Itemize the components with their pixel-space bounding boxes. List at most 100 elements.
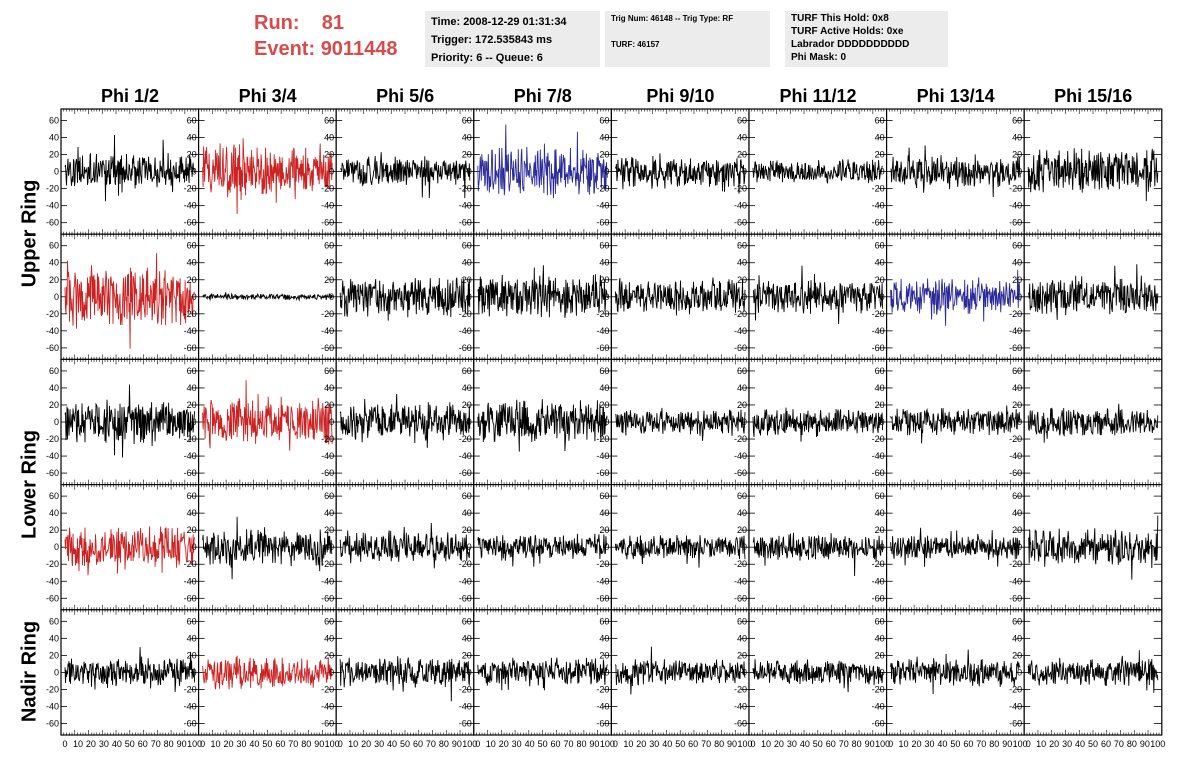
y-tick-label: -60 bbox=[459, 468, 472, 478]
y-tick-label: 0 bbox=[54, 292, 59, 302]
y-tick-label: -20 bbox=[596, 184, 609, 194]
column-header: Phi 13/14 bbox=[916, 86, 995, 106]
y-tick-label: 60 bbox=[462, 491, 472, 501]
y-tick-label: -60 bbox=[46, 218, 59, 228]
y-tick-label: 20 bbox=[737, 525, 747, 535]
waveform-trace bbox=[614, 277, 746, 316]
x-tick-label: 50 bbox=[400, 739, 410, 749]
x-tick-label: 90 bbox=[865, 739, 875, 749]
x-tick-label: 0 bbox=[200, 739, 205, 749]
waveform-panel: -60 -40 -20 0 20 40 60 bbox=[321, 233, 475, 360]
y-tick-label: -40 bbox=[459, 201, 472, 211]
x-tick-label: 10 bbox=[73, 739, 83, 749]
x-tick-label: 20 bbox=[224, 739, 234, 749]
waveform-trace bbox=[477, 265, 608, 318]
y-tick-label: 40 bbox=[187, 508, 197, 518]
waveform-trace bbox=[64, 134, 196, 202]
x-tick-label: 30 bbox=[374, 739, 384, 749]
y-tick-label: -40 bbox=[872, 326, 885, 336]
y-tick-label: 20 bbox=[462, 150, 472, 160]
y-tick-label: 60 bbox=[187, 116, 197, 126]
y-tick-label: 0 bbox=[329, 292, 334, 302]
waveform-trace bbox=[339, 393, 471, 448]
column-header: Phi 3/4 bbox=[238, 86, 297, 106]
y-tick-label: 60 bbox=[1012, 366, 1022, 376]
y-tick-label: 60 bbox=[462, 366, 472, 376]
y-tick-label: -20 bbox=[734, 434, 747, 444]
y-tick-label: 20 bbox=[875, 650, 885, 660]
y-tick-label: 0 bbox=[1017, 167, 1022, 177]
y-tick-label: 0 bbox=[880, 542, 885, 552]
y-tick-label: -40 bbox=[459, 451, 472, 461]
y-tick-label: 40 bbox=[462, 508, 472, 518]
waveform-trace bbox=[1027, 515, 1159, 580]
x-tick-label: 90 bbox=[727, 739, 737, 749]
y-tick-label: -40 bbox=[1009, 326, 1022, 336]
y-tick-label: 20 bbox=[462, 650, 472, 660]
x-tick-label: 10 bbox=[623, 739, 633, 749]
waveform-trace bbox=[477, 657, 608, 691]
x-tick-label: 30 bbox=[787, 739, 797, 749]
y-tick-label: -40 bbox=[872, 576, 885, 586]
x-tick-label: 70 bbox=[839, 739, 849, 749]
y-tick-label: -20 bbox=[872, 559, 885, 569]
waveform-panel: -60 -40 -20 0 20 40 60 bbox=[734, 233, 888, 360]
y-tick-label: -20 bbox=[734, 684, 747, 694]
y-tick-label: -20 bbox=[596, 309, 609, 319]
column-header: Phi 5/6 bbox=[376, 86, 435, 106]
y-tick-label: 0 bbox=[192, 542, 197, 552]
y-tick-label: 0 bbox=[54, 167, 59, 177]
y-tick-label: 40 bbox=[187, 133, 197, 143]
waveform-trace bbox=[477, 124, 608, 199]
y-tick-label: 20 bbox=[462, 400, 472, 410]
column-header: Phi 11/12 bbox=[779, 86, 857, 106]
y-tick-label: -20 bbox=[459, 434, 472, 444]
y-tick-label: -40 bbox=[321, 451, 334, 461]
waveform-trace bbox=[752, 407, 884, 442]
y-tick-label: -60 bbox=[596, 218, 609, 228]
y-tick-label: -60 bbox=[734, 718, 747, 728]
y-tick-label: 60 bbox=[737, 366, 747, 376]
priority-text: Priority: 6 -- Queue: 6 bbox=[431, 52, 543, 64]
x-tick-label: 20 bbox=[361, 739, 371, 749]
y-tick-label: 20 bbox=[737, 150, 747, 160]
y-tick-label: -60 bbox=[459, 343, 472, 353]
y-tick-label: -40 bbox=[459, 701, 472, 711]
y-tick-label: -20 bbox=[734, 309, 747, 319]
x-tick-label: 100 bbox=[875, 739, 890, 749]
x-tick-label: 70 bbox=[288, 739, 298, 749]
y-tick-label: 20 bbox=[324, 525, 334, 535]
y-tick-label: -20 bbox=[184, 559, 197, 569]
y-tick-label: -40 bbox=[46, 201, 59, 211]
y-tick-label: 0 bbox=[742, 417, 747, 427]
y-tick-label: 60 bbox=[462, 616, 472, 626]
y-tick-label: 40 bbox=[1012, 133, 1022, 143]
y-tick-label: 40 bbox=[875, 633, 885, 643]
y-tick-label: -40 bbox=[872, 701, 885, 711]
x-tick-label: 40 bbox=[112, 739, 122, 749]
y-tick-label: 0 bbox=[1017, 542, 1022, 552]
waveform-trace bbox=[202, 292, 333, 302]
x-tick-label: 30 bbox=[236, 739, 246, 749]
y-tick-label: -60 bbox=[184, 343, 197, 353]
waveform-trace bbox=[339, 656, 471, 702]
y-tick-label: -20 bbox=[46, 184, 59, 194]
phi-mask-text: Phi Mask: 0 bbox=[791, 52, 847, 63]
y-tick-label: 20 bbox=[187, 150, 197, 160]
y-tick-label: 60 bbox=[49, 366, 59, 376]
y-tick-label: 0 bbox=[329, 667, 334, 677]
y-tick-label: 40 bbox=[875, 508, 885, 518]
y-tick-label: 40 bbox=[1012, 508, 1022, 518]
y-tick-label: 20 bbox=[737, 275, 747, 285]
y-tick-label: -40 bbox=[596, 576, 609, 586]
y-tick-label: 20 bbox=[1012, 400, 1022, 410]
y-tick-label: -20 bbox=[1009, 434, 1022, 444]
y-tick-label: 40 bbox=[49, 258, 59, 268]
waveform-panel: -60 -40 -20 0 20 40 60 bbox=[1009, 233, 1163, 360]
y-tick-label: -40 bbox=[734, 201, 747, 211]
y-tick-label: 20 bbox=[324, 150, 334, 160]
waveform-panel: -60 -40 -20 0 20 40 60 bbox=[1009, 358, 1163, 486]
y-tick-label: 0 bbox=[192, 417, 197, 427]
waveform-trace bbox=[339, 522, 471, 569]
y-tick-label: -40 bbox=[184, 701, 197, 711]
